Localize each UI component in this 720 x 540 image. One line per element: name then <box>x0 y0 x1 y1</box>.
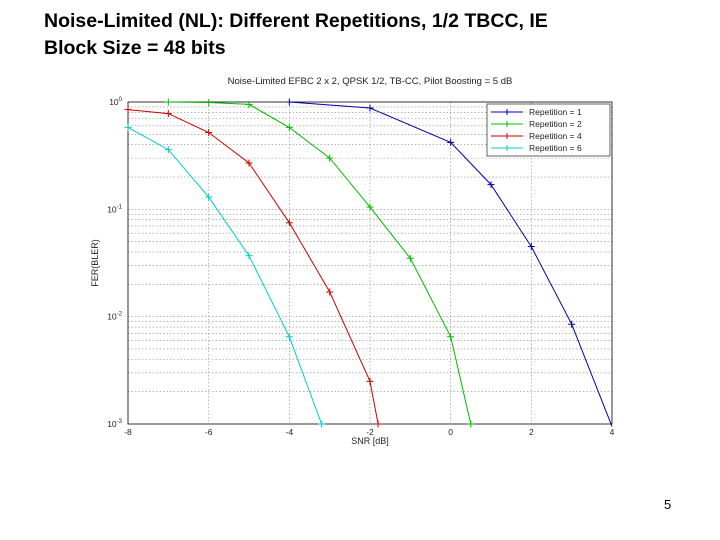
x-tick-label: -8 <box>124 427 132 437</box>
legend-label: Repetition = 1 <box>529 107 582 117</box>
series-2-point <box>285 123 293 131</box>
x-tick-label: 2 <box>529 427 534 437</box>
x-tick-label: 0 <box>448 427 453 437</box>
legend-label: Repetition = 4 <box>529 131 582 141</box>
series-1-point <box>568 320 576 328</box>
legend: Repetition = 1 Repetition = 2 Repetition =… <box>486 103 611 157</box>
series-4-point <box>285 333 293 341</box>
series-2-point <box>447 333 455 341</box>
grid <box>128 102 612 424</box>
legend-entry: Repetition = 6 <box>491 143 582 153</box>
slide-title: Noise-Limited (NL): Different Repetition… <box>44 8 704 62</box>
series-2-line <box>168 101 472 425</box>
series-2-point <box>366 203 374 211</box>
legend-label: Repetition = 6 <box>529 143 582 153</box>
x-tick-label: 4 <box>610 427 615 437</box>
series-4-point <box>124 123 132 131</box>
series-2-point <box>245 100 253 108</box>
y-tick-label: 10-1 <box>107 204 122 214</box>
series-3-point <box>285 219 293 227</box>
series-1-point <box>285 98 293 106</box>
x-axis-label: SNR [dB] <box>351 436 389 446</box>
series-1-point <box>487 181 495 189</box>
y-tick-label: 10-3 <box>107 419 122 429</box>
series-4-point <box>318 420 326 428</box>
series-3-point <box>245 159 253 167</box>
series-2-point <box>467 420 475 428</box>
x-tick-label: -6 <box>205 427 213 437</box>
series-1-point <box>366 104 374 112</box>
series-2-point <box>164 98 172 106</box>
legend-label: Repetition = 2 <box>529 119 582 129</box>
x-tick-label: -2 <box>366 427 374 437</box>
x-tick-label: -4 <box>286 427 294 437</box>
legend-entry: Repetition = 2 <box>491 119 582 129</box>
series-3-line <box>127 109 379 425</box>
axis-ticks: -8 -6 -4 -2 0 2 4 100 10-1 10-2 10-3 <box>107 97 614 437</box>
slide-title-line-2: Block Size = 48 bits <box>44 37 226 59</box>
series-4-point <box>205 193 213 201</box>
series-4-line <box>127 126 323 425</box>
series-3-point <box>374 420 382 428</box>
series-3-point <box>124 106 132 114</box>
series-3-point <box>366 377 374 385</box>
series-4-point <box>245 252 253 260</box>
slide-title-line-1: Noise-Limited (NL): Different Repetition… <box>44 10 548 32</box>
page-number: 5 <box>664 497 672 512</box>
series-3-point <box>164 110 172 118</box>
legend-entry: Repetition = 1 <box>491 107 582 117</box>
legend-entry: Repetition = 4 <box>491 131 582 141</box>
series-3-point <box>205 128 213 136</box>
plot-area <box>127 101 613 425</box>
chart-title: Noise-Limited EFBC 2 x 2, QPSK 1/2, TB-C… <box>228 76 513 87</box>
y-axis-label: FER(BLER) <box>90 239 100 287</box>
series-4-point <box>164 146 172 154</box>
series-lines <box>124 98 613 428</box>
series-2-point <box>406 254 414 262</box>
y-tick-label: 10-2 <box>107 312 122 322</box>
y-tick-label: 100 <box>109 97 122 107</box>
series-2-point <box>205 98 213 106</box>
series-1-point <box>527 243 535 251</box>
series-3-point <box>326 288 334 296</box>
series-2-point <box>326 154 334 162</box>
series-1-point <box>447 138 455 146</box>
